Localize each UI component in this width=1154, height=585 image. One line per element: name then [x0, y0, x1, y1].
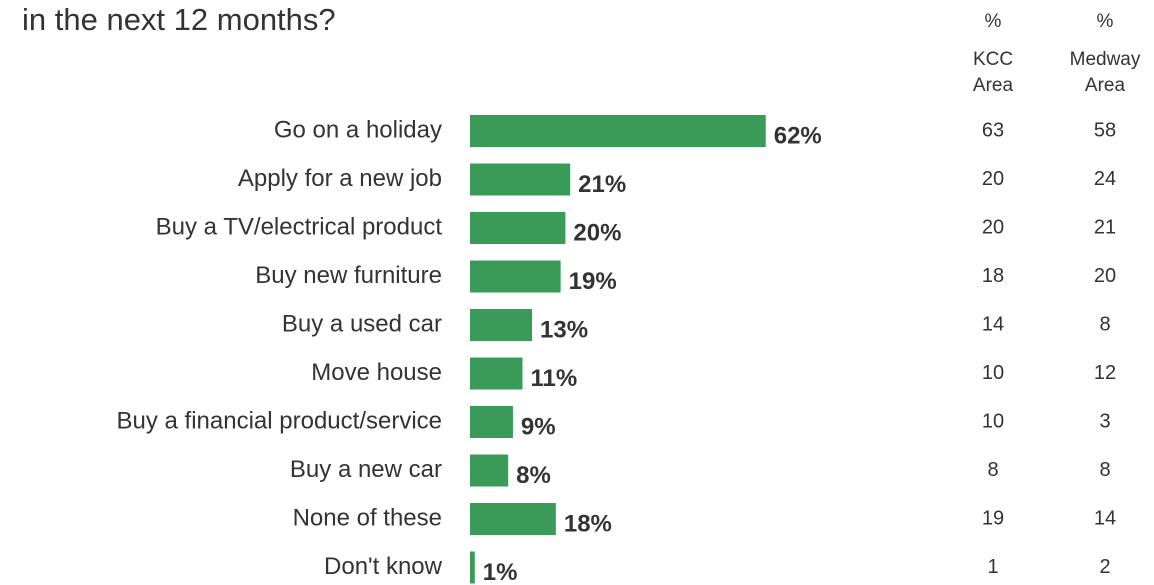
table-cell: 20	[982, 216, 1004, 238]
category-label: Buy a TV/electrical product	[156, 213, 443, 240]
value-label: 62%	[774, 122, 822, 149]
table-cell: 20	[1094, 265, 1116, 287]
column-header: %	[1097, 11, 1114, 32]
table-cell: 10	[982, 410, 1004, 432]
category-label: Buy new furniture	[255, 262, 442, 289]
chart-title: in the next 12 months?	[22, 2, 336, 37]
column-header: KCC	[973, 49, 1013, 70]
bar	[470, 309, 533, 341]
bar	[470, 163, 571, 196]
value-label: 13%	[540, 316, 588, 343]
value-label: 21%	[578, 171, 626, 198]
category-label: Don't know	[324, 553, 443, 580]
category-label: Go on a holiday	[274, 116, 442, 143]
category-label: Buy a new car	[290, 456, 442, 483]
category-label: Apply for a new job	[238, 165, 442, 192]
column-header: Medway	[1070, 49, 1141, 70]
bar	[470, 406, 513, 438]
table-cell: 21	[1094, 216, 1116, 238]
value-label: 18%	[564, 510, 612, 537]
table-cell: 20	[982, 168, 1004, 190]
value-label: 19%	[569, 268, 617, 295]
table-cell: 2	[1099, 556, 1110, 578]
bar	[470, 551, 475, 584]
table-cell: 3	[1099, 410, 1110, 432]
table-cell: 18	[982, 265, 1004, 287]
bar	[470, 212, 566, 244]
table-cell: 1	[987, 556, 998, 578]
column-header: Area	[1085, 75, 1126, 96]
bar	[470, 503, 556, 535]
table-cell: 8	[1099, 313, 1110, 335]
bar	[470, 454, 509, 487]
table-cell: 8	[987, 459, 998, 481]
value-label: 1%	[483, 559, 518, 585]
value-label: 20%	[573, 219, 621, 246]
table-cell: 12	[1094, 362, 1116, 384]
bar	[470, 357, 523, 390]
value-label: 8%	[516, 462, 551, 489]
table-cell: 63	[982, 119, 1004, 141]
category-label: None of these	[293, 504, 442, 531]
category-label: Move house	[311, 359, 442, 386]
table-cell: 58	[1094, 119, 1116, 141]
value-label: 9%	[521, 413, 556, 440]
value-label: 11%	[530, 365, 577, 392]
table-cell: 19	[982, 507, 1004, 529]
table-cell: 14	[1094, 507, 1116, 529]
category-label: Buy a financial product/service	[117, 407, 443, 434]
table-cell: 14	[982, 313, 1004, 335]
category-label: Buy a used car	[282, 310, 442, 337]
column-header: Area	[973, 75, 1014, 96]
table-cell: 8	[1099, 459, 1110, 481]
table-cell: 10	[982, 362, 1004, 384]
bar	[470, 260, 561, 293]
column-header: %	[985, 11, 1002, 32]
table-cell: 24	[1094, 168, 1116, 190]
bar	[470, 115, 766, 147]
